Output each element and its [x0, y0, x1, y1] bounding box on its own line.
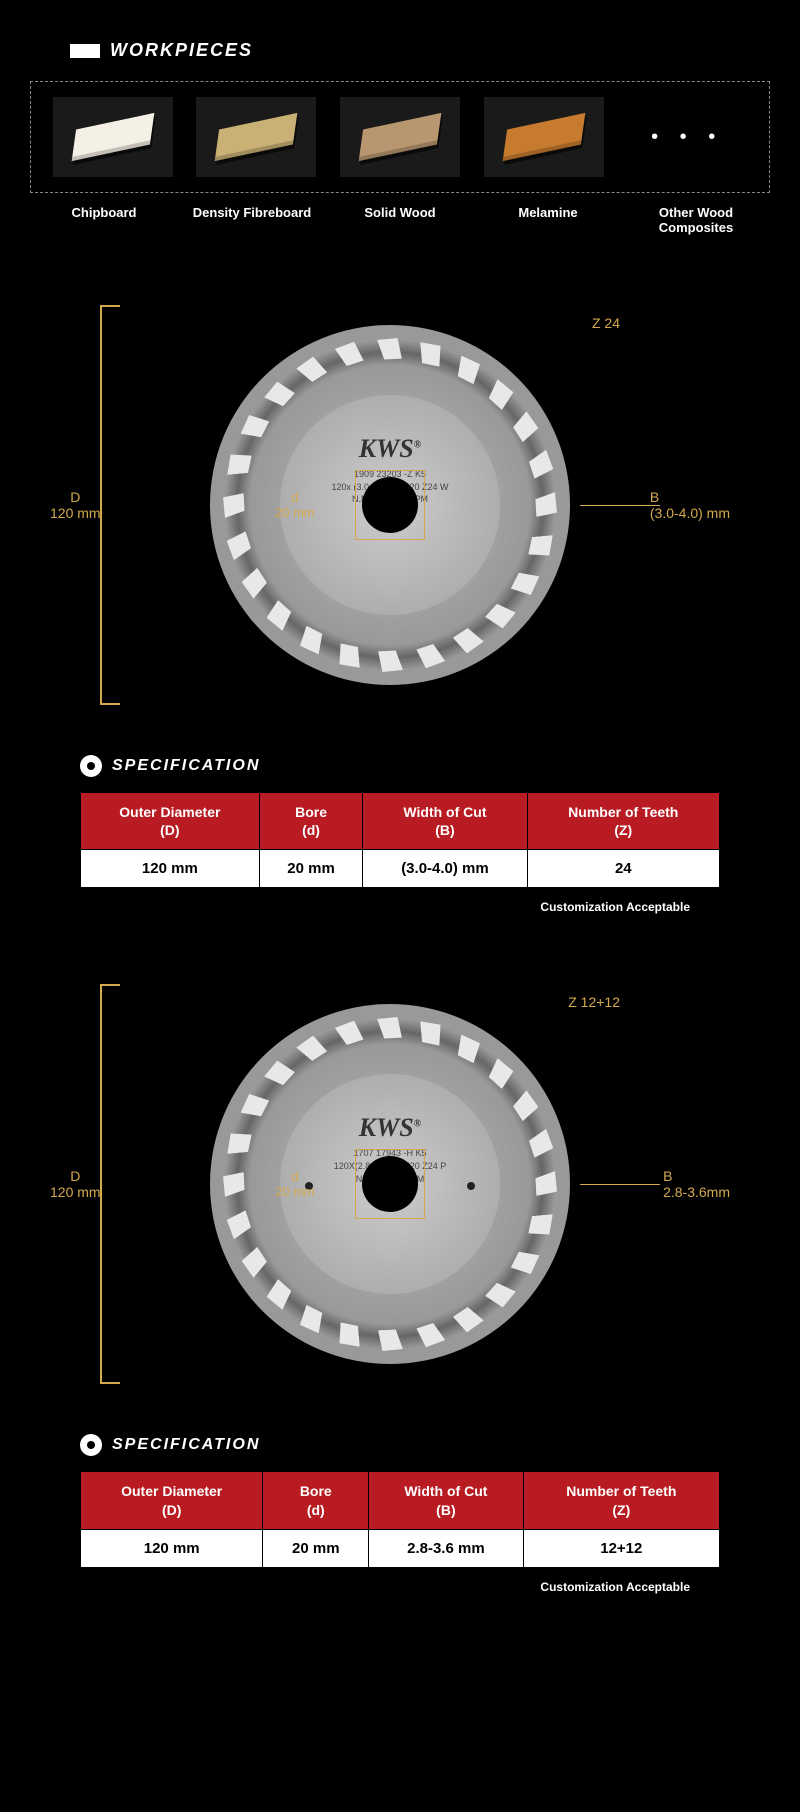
table-cell: 20 mm — [259, 850, 363, 888]
workpiece-label: Solid Wood — [340, 205, 460, 235]
annotation-d: d20 mm — [275, 490, 315, 520]
table-header: Width of Cut(B) — [363, 793, 527, 850]
spec-heading: SPECIFICATION — [80, 1434, 770, 1456]
table-header: Bore(d) — [263, 1472, 369, 1529]
table-header: Width of Cut(B) — [369, 1472, 523, 1529]
workpieces-gallery: • • • — [30, 81, 770, 193]
spec-table: Outer Diameter(D)Bore(d)Width of Cut(B)N… — [80, 1471, 720, 1567]
annotation-B: B2.8-3.6mm — [663, 1168, 730, 1200]
table-header: Number of Teeth(Z) — [527, 793, 719, 850]
table-header: Outer Diameter(D) — [81, 793, 260, 850]
table-cell: 20 mm — [263, 1529, 369, 1567]
annotation-d: d20 mm — [275, 1169, 315, 1199]
workpiece-label: Chipboard — [44, 205, 164, 235]
table-header: Number of Teeth(Z) — [523, 1472, 719, 1529]
workpiece-thumb — [340, 97, 460, 177]
title-bar-icon — [70, 44, 100, 58]
blade-diagram: D120 mmKWS®1909 23203 -Z K5120x (3.0-4.0… — [100, 295, 700, 715]
workpieces-labels: Chipboard Density Fibreboard Solid Wood Mel… — [30, 205, 770, 235]
brand-logo: KWS® — [359, 434, 421, 464]
table-cell: 2.8-3.6 mm — [369, 1529, 523, 1567]
annotation-D: D120 mm — [50, 1168, 101, 1200]
workpiece-label: Density Fibreboard — [192, 205, 312, 235]
customization-note: Customization Acceptable — [30, 900, 690, 914]
blade-diagram: D120 mmKWS®1707 17943 -H K5120X(2.8-3.6)… — [100, 974, 700, 1394]
spec-heading: SPECIFICATION — [80, 755, 770, 777]
annotation-Z: Z 12+12 — [568, 994, 620, 1010]
workpiece-thumb — [53, 97, 173, 177]
workpiece-thumb — [484, 97, 604, 177]
workpieces-title: WORKPIECES — [70, 40, 770, 61]
table-header: Outer Diameter(D) — [81, 1472, 263, 1529]
spec-dot-icon — [80, 1434, 102, 1456]
workpiece-label: Other Wood Composites — [636, 205, 756, 235]
table-cell: 120 mm — [81, 850, 260, 888]
more-dots-icon: • • • — [627, 126, 747, 149]
spec-table: Outer Diameter(D)Bore(d)Width of Cut(B)N… — [80, 792, 720, 888]
spec-dot-icon — [80, 755, 102, 777]
annotation-Z: Z 24 — [592, 315, 620, 331]
workpiece-label: Melamine — [488, 205, 608, 235]
table-cell: (3.0-4.0) mm — [363, 850, 527, 888]
workpieces-heading: WORKPIECES — [110, 40, 253, 61]
table-cell: 24 — [527, 850, 719, 888]
annotation-D: D120 mm — [50, 489, 101, 521]
table-cell: 120 mm — [81, 1529, 263, 1567]
workpiece-thumb — [196, 97, 316, 177]
table-cell: 12+12 — [523, 1529, 719, 1567]
annotation-B: B(3.0-4.0) mm — [650, 489, 730, 521]
customization-note: Customization Acceptable — [30, 1580, 690, 1594]
table-header: Bore(d) — [259, 793, 363, 850]
brand-logo: KWS® — [359, 1113, 421, 1143]
